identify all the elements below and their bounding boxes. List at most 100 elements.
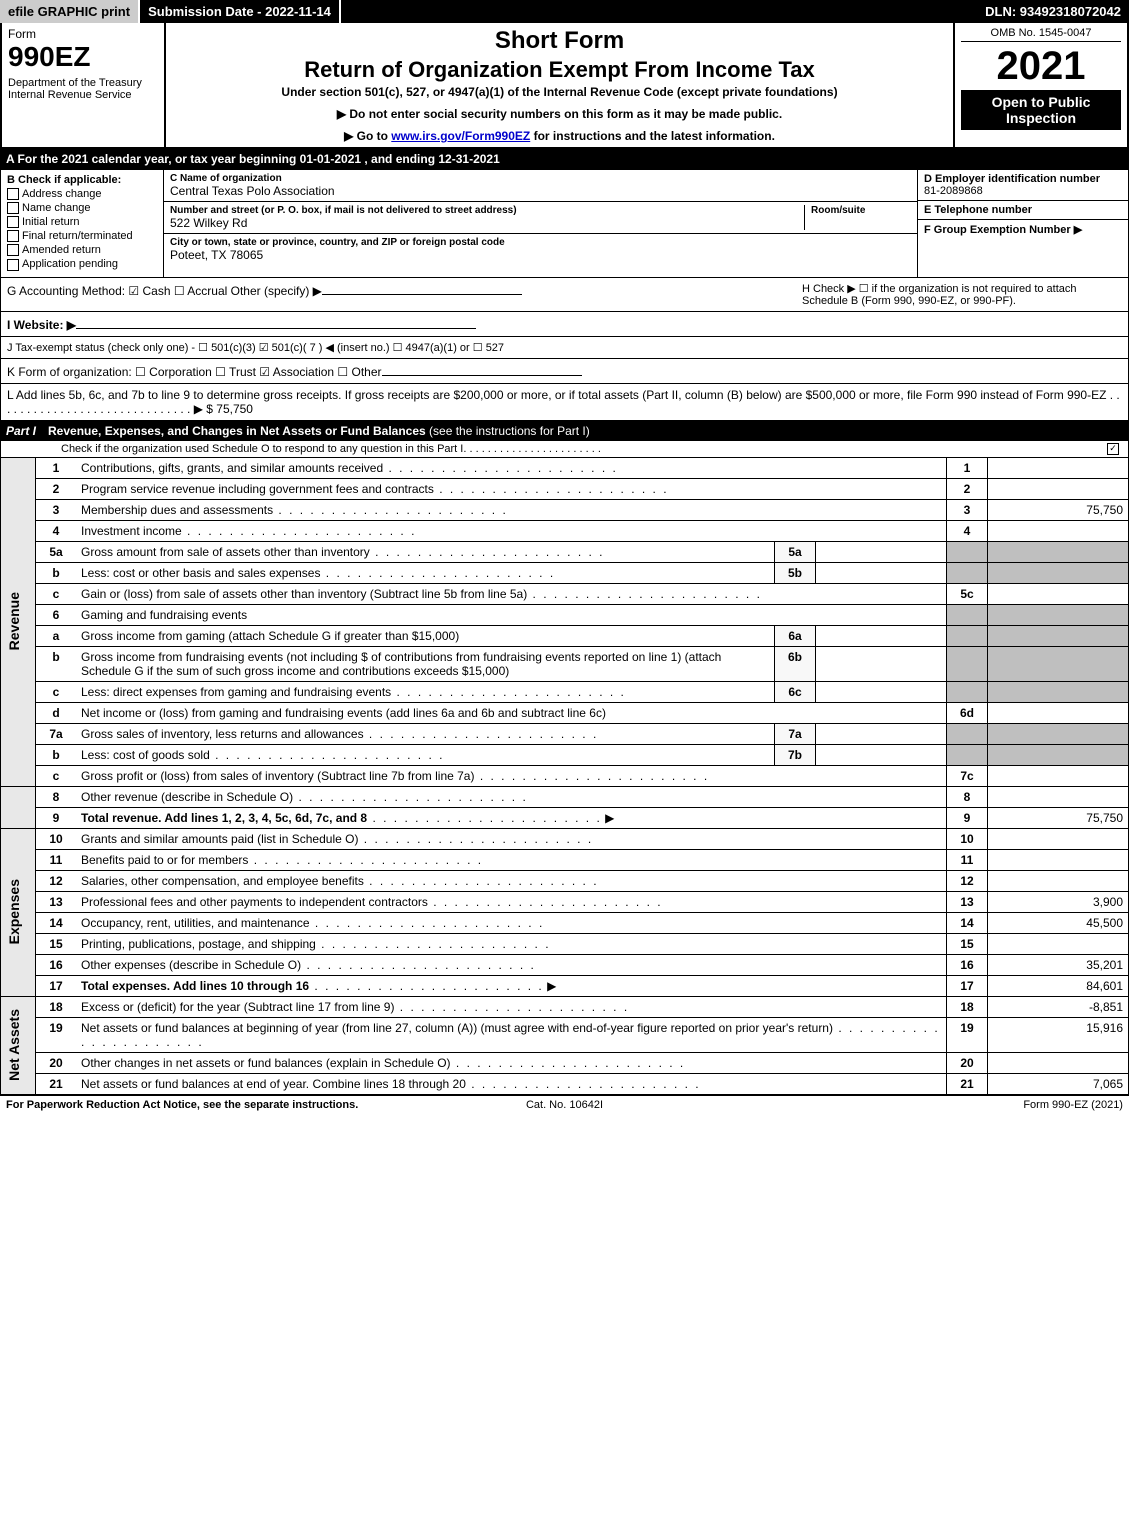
table-row: c Gain or (loss) from sale of assets oth…	[1, 583, 1129, 604]
sub-num: 6a	[775, 625, 816, 646]
line-desc: Net assets or fund balances at end of ye…	[76, 1073, 947, 1094]
line-num: c	[36, 765, 77, 786]
line-val	[988, 520, 1129, 541]
sub-num: 6c	[775, 681, 816, 702]
line-num: a	[36, 625, 77, 646]
table-row: 8 Other revenue (describe in Schedule O)…	[1, 786, 1129, 807]
check-address-change[interactable]: Address change	[7, 188, 157, 200]
sub-val	[816, 625, 947, 646]
sub-num: 5b	[775, 562, 816, 583]
line-val: 45,500	[988, 912, 1129, 933]
top-bar-spacer	[341, 0, 977, 23]
line-rnum	[947, 562, 988, 583]
row-a: A For the 2021 calendar year, or tax yea…	[0, 149, 1129, 169]
check-initial-return[interactable]: Initial return	[7, 216, 157, 228]
checkbox-icon	[7, 216, 19, 228]
ein-value: 81-2089868	[924, 185, 1122, 197]
table-row: 5a Gross amount from sale of assets othe…	[1, 541, 1129, 562]
table-row: 11 Benefits paid to or for members 11	[1, 849, 1129, 870]
sub-val	[816, 681, 947, 702]
line-desc: Contributions, gifts, grants, and simila…	[76, 458, 947, 479]
line-rnum: 4	[947, 520, 988, 541]
line-val	[988, 458, 1129, 479]
line-desc: Membership dues and assessments	[76, 499, 947, 520]
line-rnum: 21	[947, 1073, 988, 1094]
group-cell: F Group Exemption Number ▶	[918, 220, 1128, 239]
vtab-label: Expenses	[6, 879, 22, 944]
line-val	[988, 604, 1129, 625]
check-label: Final return/terminated	[22, 230, 133, 242]
line-rnum: 6d	[947, 702, 988, 723]
org-name-value: Central Texas Polo Association	[170, 184, 911, 198]
line-num: 11	[36, 849, 77, 870]
line-num: 4	[36, 520, 77, 541]
line-rnum: 9	[947, 807, 988, 828]
open-to-public: Open to Public Inspection	[961, 90, 1121, 130]
footer-right: Form 990-EZ (2021)	[751, 1099, 1123, 1111]
col-b-heading: B Check if applicable:	[7, 174, 157, 186]
street-value: 522 Wilkey Rd	[170, 216, 798, 230]
vtab-spacer	[1, 786, 36, 828]
part-i-label: Part I	[6, 424, 48, 438]
check-name-change[interactable]: Name change	[7, 202, 157, 214]
line-rnum: 13	[947, 891, 988, 912]
line-rnum: 7c	[947, 765, 988, 786]
line-desc: Gross profit or (loss) from sales of inv…	[76, 765, 947, 786]
line-g-text: G Accounting Method: ☑ Cash ☐ Accrual Ot…	[7, 284, 322, 298]
form-header: Form 990EZ Department of the Treasury In…	[0, 23, 1129, 149]
table-row: c Gross profit or (loss) from sales of i…	[1, 765, 1129, 786]
checkbox-icon	[7, 202, 19, 214]
footer-mid: Cat. No. 10642I	[378, 1099, 750, 1111]
table-row: Net Assets 18 Excess or (deficit) for th…	[1, 996, 1129, 1017]
table-row: 20 Other changes in net assets or fund b…	[1, 1052, 1129, 1073]
table-row: 4 Investment income 4	[1, 520, 1129, 541]
line-rnum	[947, 604, 988, 625]
line-rnum	[947, 625, 988, 646]
org-name-label: C Name of organization	[170, 173, 911, 184]
check-final-return[interactable]: Final return/terminated	[7, 230, 157, 242]
short-form-title: Short Form	[174, 27, 945, 55]
return-title: Return of Organization Exempt From Incom…	[174, 57, 945, 83]
checkbox-icon[interactable]	[1107, 443, 1119, 455]
line-num: 19	[36, 1017, 77, 1052]
line-desc: Other changes in net assets or fund bala…	[76, 1052, 947, 1073]
line-val	[988, 646, 1129, 681]
line-num: 16	[36, 954, 77, 975]
col-c: C Name of organization Central Texas Pol…	[164, 170, 918, 277]
irs-link[interactable]: www.irs.gov/Form990EZ	[391, 129, 530, 143]
header-center: Short Form Return of Organization Exempt…	[166, 23, 955, 147]
table-row: 14 Occupancy, rent, utilities, and maint…	[1, 912, 1129, 933]
table-row: 12 Salaries, other compensation, and emp…	[1, 870, 1129, 891]
line-desc: Professional fees and other payments to …	[76, 891, 947, 912]
line-val: -8,851	[988, 996, 1129, 1017]
check-label: Address change	[22, 188, 102, 200]
check-label: Name change	[22, 202, 91, 214]
line-rnum	[947, 723, 988, 744]
line-val	[988, 702, 1129, 723]
vtab-label: Net Assets	[6, 1009, 22, 1081]
dln: DLN: 93492318072042	[977, 0, 1129, 23]
line-rnum: 3	[947, 499, 988, 520]
line-val	[988, 562, 1129, 583]
line-desc: Gross sales of inventory, less returns a…	[76, 723, 775, 744]
line-num: 1	[36, 458, 77, 479]
line-num: 20	[36, 1052, 77, 1073]
line-val	[988, 933, 1129, 954]
line-num: 18	[36, 996, 77, 1017]
line-desc: Occupancy, rent, utilities, and maintena…	[76, 912, 947, 933]
financial-table: Revenue 1 Contributions, gifts, grants, …	[0, 458, 1129, 1095]
line-rnum: 1	[947, 458, 988, 479]
check-amended-return[interactable]: Amended return	[7, 244, 157, 256]
line-num: 2	[36, 478, 77, 499]
line-rnum: 12	[947, 870, 988, 891]
department: Department of the Treasury Internal Reve…	[8, 77, 158, 101]
table-row: 16 Other expenses (describe in Schedule …	[1, 954, 1129, 975]
part-i-title: Revenue, Expenses, and Changes in Net As…	[48, 424, 1123, 438]
sub-num: 5a	[775, 541, 816, 562]
line-val: 35,201	[988, 954, 1129, 975]
arrow-icon	[544, 979, 557, 993]
room-label: Room/suite	[811, 205, 911, 216]
line-val	[988, 744, 1129, 765]
table-row: 2 Program service revenue including gove…	[1, 478, 1129, 499]
check-application-pending[interactable]: Application pending	[7, 258, 157, 270]
